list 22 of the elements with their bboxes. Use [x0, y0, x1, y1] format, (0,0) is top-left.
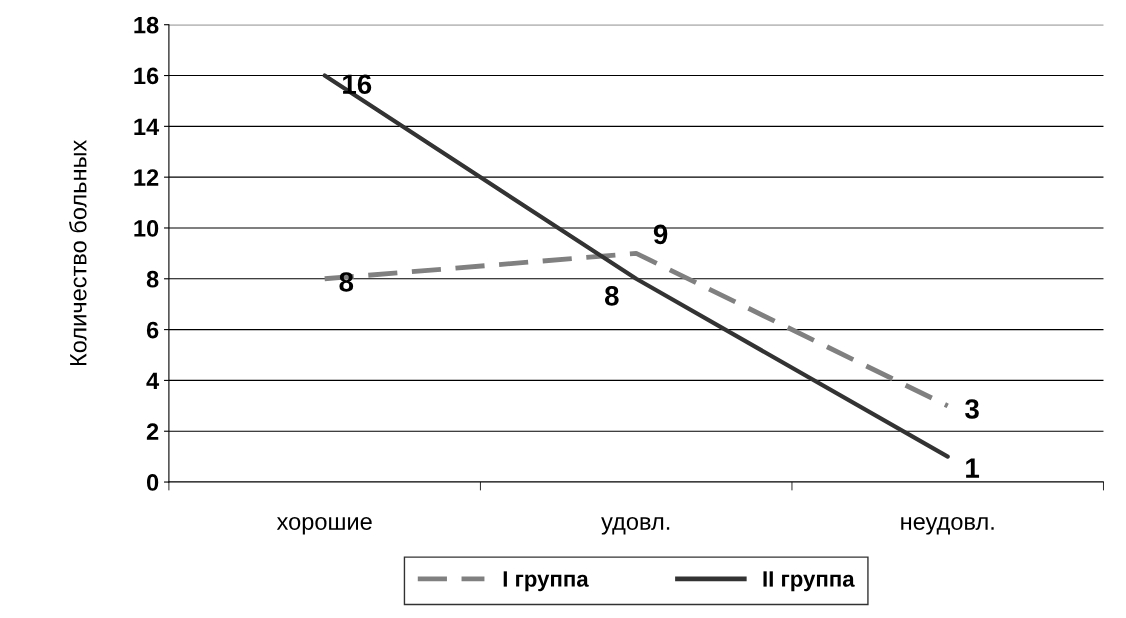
y-tick-label: 16 [134, 67, 159, 85]
x-tick-label: удовл. [601, 517, 670, 535]
y-tick-label: 6 [146, 321, 159, 339]
y-tick-label: 10 [134, 220, 159, 237]
data-label: 8 [339, 272, 354, 292]
y-tick-label: 2 [146, 423, 159, 440]
x-tick-label: неудовл. [901, 517, 994, 535]
y-tick-label: 12 [134, 169, 159, 186]
data-label: 1 [966, 458, 980, 478]
data-label: 9 [653, 224, 668, 245]
y-tick-label: 4 [146, 372, 160, 389]
legend-label: II группа [763, 571, 855, 592]
x-tick-label: хорошие [276, 517, 372, 535]
legend-label: I группа [503, 571, 589, 592]
y-tick-label: 18 [134, 16, 159, 34]
y-tick-label: 14 [134, 118, 160, 135]
y-tick-label: 8 [146, 270, 159, 288]
y-tick-label: 0 [146, 474, 159, 491]
data-label: 8 [604, 286, 619, 306]
data-label: 16 [343, 74, 372, 95]
data-label: 3 [965, 399, 979, 419]
y-axis-title: Количество больных [69, 139, 87, 366]
